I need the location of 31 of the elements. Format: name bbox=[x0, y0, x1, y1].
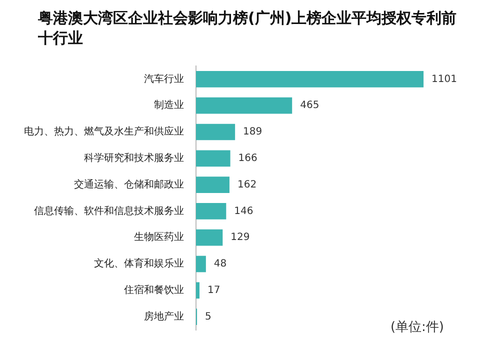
y-tick-label: 科学研究和技术服务业 bbox=[84, 152, 184, 164]
y-tick-label: 电力、热力、燃气及水生产和供应业 bbox=[24, 126, 184, 138]
bar bbox=[196, 282, 200, 299]
bar bbox=[196, 229, 223, 246]
annotation: (单位:件) bbox=[390, 320, 444, 335]
bar bbox=[196, 203, 226, 220]
data-label: 48 bbox=[214, 258, 227, 270]
y-tick-label: 信息传输、软件和信息技术服务业 bbox=[34, 204, 184, 217]
data-label: 162 bbox=[237, 179, 257, 190]
data-label: 1101 bbox=[432, 74, 457, 85]
bar bbox=[196, 124, 236, 140]
y-tick-label: 住宿和餐饮业 bbox=[124, 284, 184, 296]
data-label: 166 bbox=[238, 152, 258, 164]
bar bbox=[196, 176, 230, 193]
chart-title: 粤港澳大湾区企业社会影响力榜(广州)上榜企业平均授权专利前十行业 bbox=[37, 8, 458, 48]
data-label: 465 bbox=[300, 100, 320, 112]
y-tick-label: 房地产业 bbox=[144, 310, 184, 322]
bar bbox=[196, 71, 424, 88]
bar bbox=[196, 97, 292, 114]
data-label: 146 bbox=[234, 206, 254, 217]
y-tick-label: 交通运输、仓储和邮政业 bbox=[74, 178, 184, 190]
data-label: 5 bbox=[205, 311, 212, 322]
y-tick-label: 制造业 bbox=[154, 99, 184, 112]
y-tick-label: 汽车行业 bbox=[144, 72, 184, 85]
bar bbox=[196, 150, 230, 167]
y-tick-label: 生物医药业 bbox=[134, 231, 184, 244]
bar bbox=[196, 256, 206, 272]
data-label: 17 bbox=[208, 284, 220, 296]
y-tick-label: 文化、体育和娱乐业 bbox=[94, 258, 184, 270]
data-label: 129 bbox=[230, 232, 250, 244]
data-label: 189 bbox=[243, 126, 262, 138]
